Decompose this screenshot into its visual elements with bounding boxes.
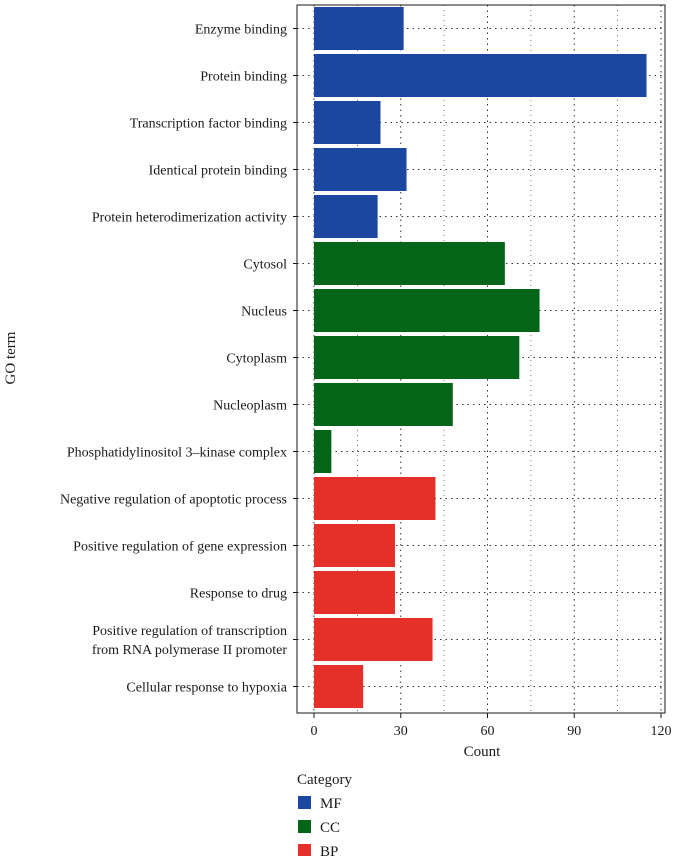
bar-bp <box>314 618 433 661</box>
bar-cc <box>314 383 453 426</box>
bar-cc <box>314 430 332 473</box>
y-tick-label: Nucleus <box>241 305 287 320</box>
x-tick-label: 0 <box>311 724 318 739</box>
plot-frame <box>296 4 666 714</box>
legend-swatch-mf <box>298 796 311 809</box>
bar-cc <box>314 289 540 332</box>
x-axis-title: Count <box>464 744 502 760</box>
bar-mf <box>314 101 381 144</box>
bar-mf <box>314 148 407 191</box>
y-tick-label: Identical protein binding <box>149 164 287 179</box>
legend-swatch-bp <box>298 844 311 856</box>
x-tick-label: 30 <box>394 724 408 739</box>
legend: Category MF CC BP <box>297 772 352 856</box>
y-tick-label: Protein heterodimerization activity <box>92 211 287 226</box>
y-axis-title: GO term <box>3 331 19 384</box>
bar-mf <box>314 54 647 97</box>
bars <box>314 7 647 708</box>
y-tick-label: Enzyme binding <box>195 23 287 38</box>
y-tick-labels: Enzyme binding Protein binding Transcripti… <box>60 23 297 696</box>
y-tick-label: Phosphatidylinositol 3–kinase complex <box>67 446 287 461</box>
bar-bp <box>314 571 395 614</box>
y-tick-label: Response to drug <box>190 587 287 602</box>
x-axis: 0 30 60 90 120 <box>311 713 672 739</box>
y-tick-label: Transcription factor binding <box>130 117 287 132</box>
legend-title: Category <box>297 772 352 788</box>
legend-swatch-cc <box>298 820 311 833</box>
y-tick-label: from RNA polymerase II promoter <box>92 643 288 658</box>
y-tick-label: Positive regulation of gene expression <box>73 540 287 555</box>
legend-label-cc: CC <box>320 820 340 836</box>
y-tick-label: Cytosol <box>243 258 287 273</box>
bar-bp <box>314 524 395 567</box>
y-tick-label: Negative regulation of apoptotic process <box>60 493 287 508</box>
y-tick-label: Nucleoplasm <box>213 399 287 414</box>
y-tick-label: Cytoplasm <box>226 352 287 367</box>
x-tick-label: 90 <box>567 724 581 739</box>
y-tick-label: Positive regulation of transcription <box>92 624 287 639</box>
bar-cc <box>314 336 520 379</box>
bar-bp <box>314 665 364 708</box>
legend-label-bp: BP <box>320 844 338 856</box>
bar-mf <box>314 195 378 238</box>
y-tick-label: Protein binding <box>200 70 287 85</box>
bar-bp <box>314 477 436 520</box>
y-tick-label: Cellular response to hypoxia <box>126 681 287 696</box>
x-tick-label: 120 <box>651 724 672 739</box>
legend-label-mf: MF <box>320 796 342 812</box>
x-tick-label: 60 <box>481 724 495 739</box>
bar-mf <box>314 7 404 50</box>
bar-cc <box>314 242 505 285</box>
